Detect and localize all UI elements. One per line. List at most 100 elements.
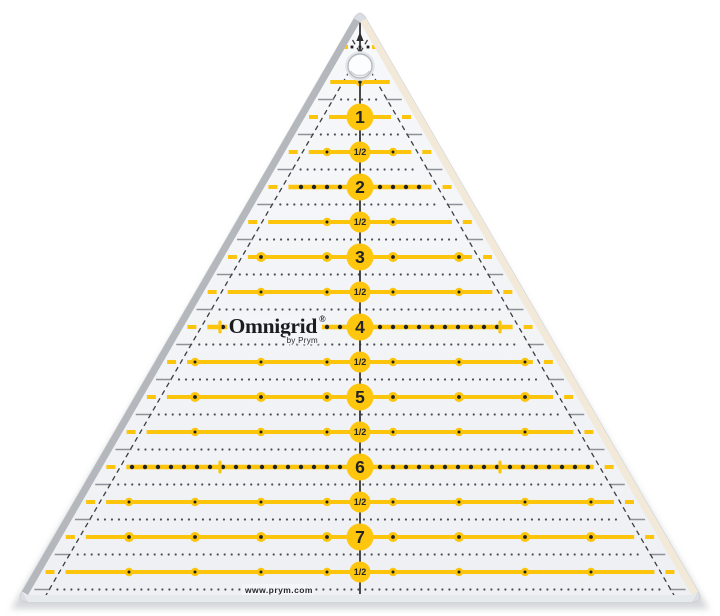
quarter-dot <box>422 343 425 346</box>
quarter-dot <box>485 378 489 381</box>
quarter-dot <box>355 483 358 486</box>
quarter-dot <box>283 413 286 416</box>
quarter-dot <box>531 553 534 556</box>
quarter-dot <box>581 588 584 591</box>
quarter-dot <box>658 588 661 591</box>
quarter-dot <box>396 448 399 451</box>
quarter-dot <box>319 133 322 136</box>
measurement-label: 1/2 <box>354 147 367 157</box>
quarter-dot <box>84 588 87 591</box>
inch-dot <box>546 464 552 470</box>
quarter-dot <box>255 413 258 416</box>
quarter-dot <box>439 483 442 486</box>
quarter-dot <box>126 588 129 591</box>
quarter-dot <box>506 378 510 381</box>
inch-dot <box>468 324 474 330</box>
quarter-dot <box>356 238 360 241</box>
inch-dot <box>572 464 578 470</box>
quarter-dot <box>187 518 191 521</box>
measurement-label: 1/2 <box>354 287 367 297</box>
quarter-dot <box>286 203 289 206</box>
quarter-dot <box>336 273 339 276</box>
quarter-dot <box>588 588 591 591</box>
quarter-dot <box>165 448 168 451</box>
quarter-dot <box>288 308 291 311</box>
pin-dot-center <box>391 570 395 574</box>
quarter-dot <box>537 518 541 521</box>
quarter-dot <box>402 413 405 416</box>
quarter-dot <box>367 413 370 416</box>
quarter-dot <box>253 308 256 311</box>
quarter-dot <box>319 448 322 451</box>
quarter-dot <box>290 413 293 416</box>
quarter-dot <box>387 378 391 381</box>
quarter-dot <box>495 483 498 486</box>
quarter-dot <box>558 483 561 486</box>
quarter-dot <box>77 588 80 591</box>
quarter-dot <box>534 378 538 381</box>
quarter-dot <box>394 343 397 346</box>
quarter-dot <box>474 483 477 486</box>
quarter-dot <box>209 553 212 556</box>
pin-dot-center <box>391 255 395 259</box>
quarter-dot <box>371 588 374 591</box>
quarter-dot <box>266 273 269 276</box>
pin-dot-center <box>589 500 593 504</box>
quarter-dot <box>179 448 182 451</box>
quarter-dot <box>580 553 583 556</box>
inch-dot <box>403 464 409 470</box>
quarter-dot <box>220 413 223 416</box>
quarter-dot <box>291 448 294 451</box>
quarter-dot <box>257 518 261 521</box>
quarter-dot <box>340 133 343 136</box>
quarter-dot <box>586 518 590 521</box>
quarter-dot <box>326 448 329 451</box>
quarter-dot <box>356 203 359 206</box>
quarter-dot <box>516 518 520 521</box>
quarter-dot <box>623 588 626 591</box>
quarter-dot <box>242 448 245 451</box>
inch-dot <box>142 464 148 470</box>
quarter-dot <box>164 413 167 416</box>
inch-dot <box>416 324 422 330</box>
quarter-dot <box>186 448 189 451</box>
quarter-dot <box>502 518 506 521</box>
quarter-dot <box>579 483 582 486</box>
quarter-dot <box>355 518 359 521</box>
website-backplate <box>242 584 306 595</box>
quarter-dot <box>257 483 260 486</box>
quarter-dot <box>279 203 282 206</box>
quarter-dot <box>168 588 171 591</box>
measurement-label: 2 <box>355 177 365 197</box>
measurement-badge <box>349 281 371 303</box>
quarter-dot <box>140 588 143 591</box>
quarter-dot <box>124 518 128 521</box>
quarter-dot <box>571 448 574 451</box>
quarter-dot <box>387 343 390 346</box>
quarter-dot <box>318 413 321 416</box>
quarter-dot <box>488 518 492 521</box>
quarter-dot <box>456 308 459 311</box>
quarter-dot <box>233 343 236 346</box>
quarter-dot <box>184 378 188 381</box>
quarter-dot <box>415 378 419 381</box>
quarter-dot <box>377 203 380 206</box>
pin-dot-center <box>259 290 263 294</box>
quarter-dot <box>306 518 310 521</box>
quarter-dot <box>117 518 121 521</box>
quarter-dot <box>213 413 216 416</box>
quarter-dot <box>198 378 202 381</box>
inch-dot <box>494 324 500 330</box>
quarter-dot <box>356 553 359 556</box>
quarter-dot <box>224 588 227 591</box>
quarter-dot <box>191 378 195 381</box>
pin-dot-center <box>325 570 329 574</box>
quarter-dot <box>453 483 456 486</box>
quarter-dot <box>166 518 170 521</box>
inch-dot <box>416 184 422 190</box>
pin-dot-center <box>193 500 197 504</box>
quarter-dot <box>217 588 220 591</box>
quarter-dot <box>476 273 479 276</box>
quarter-dot <box>500 413 503 416</box>
quarter-dot <box>644 588 647 591</box>
